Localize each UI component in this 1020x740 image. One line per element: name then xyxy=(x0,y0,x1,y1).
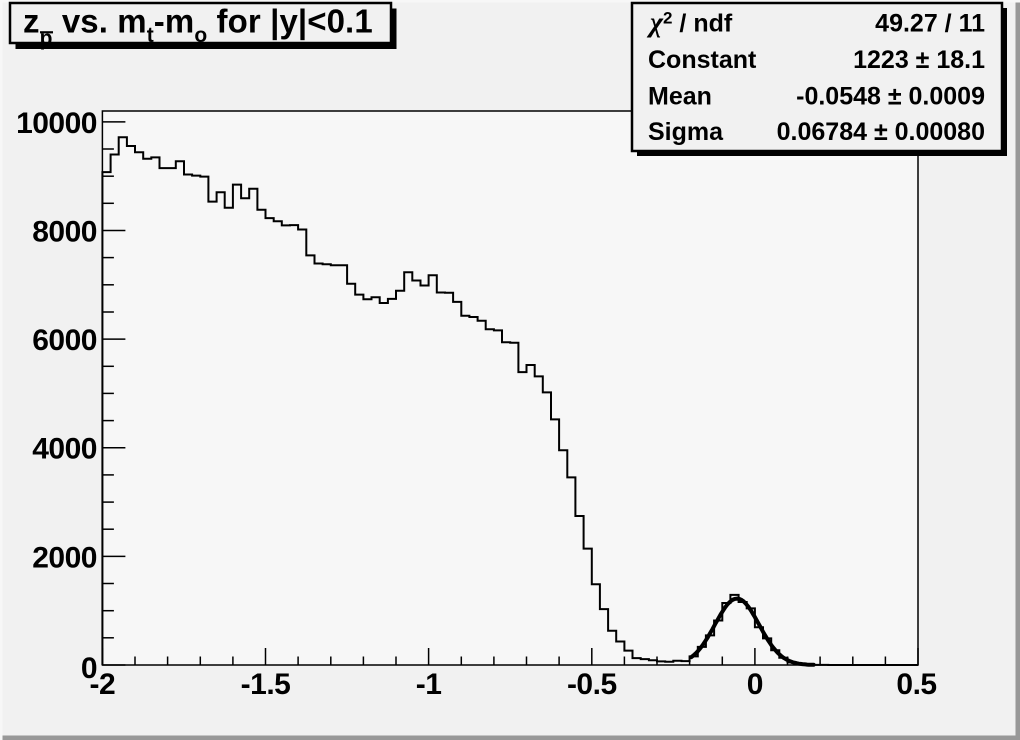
svg-text:Sigma: Sigma xyxy=(648,118,724,146)
svg-text:Mean: Mean xyxy=(648,83,712,111)
svg-text:0: 0 xyxy=(81,652,97,685)
svg-text:1223 ± 18.1: 1223 ± 18.1 xyxy=(853,46,985,74)
svg-text:-1.5: -1.5 xyxy=(241,668,291,701)
svg-text:-0.0548 ± 0.0009: -0.0548 ± 0.0009 xyxy=(796,83,985,111)
svg-text:Constant: Constant xyxy=(648,46,757,74)
svg-text:-0.5: -0.5 xyxy=(567,668,617,701)
svg-text:χ2 / ndf: χ2 / ndf xyxy=(646,8,733,39)
svg-text:-1: -1 xyxy=(416,668,442,701)
svg-text:2000: 2000 xyxy=(32,541,97,574)
svg-text:49.27 / 11: 49.27 / 11 xyxy=(875,10,985,38)
svg-text:0.5: 0.5 xyxy=(896,668,936,701)
svg-text:0.06784 ± 0.00080: 0.06784 ± 0.00080 xyxy=(777,118,985,146)
svg-text:4000: 4000 xyxy=(32,433,97,466)
svg-text:0: 0 xyxy=(747,668,763,701)
svg-text:10000: 10000 xyxy=(16,107,97,140)
svg-text:-2: -2 xyxy=(90,668,116,701)
svg-text:6000: 6000 xyxy=(32,324,97,357)
svg-text:8000: 8000 xyxy=(32,216,97,249)
